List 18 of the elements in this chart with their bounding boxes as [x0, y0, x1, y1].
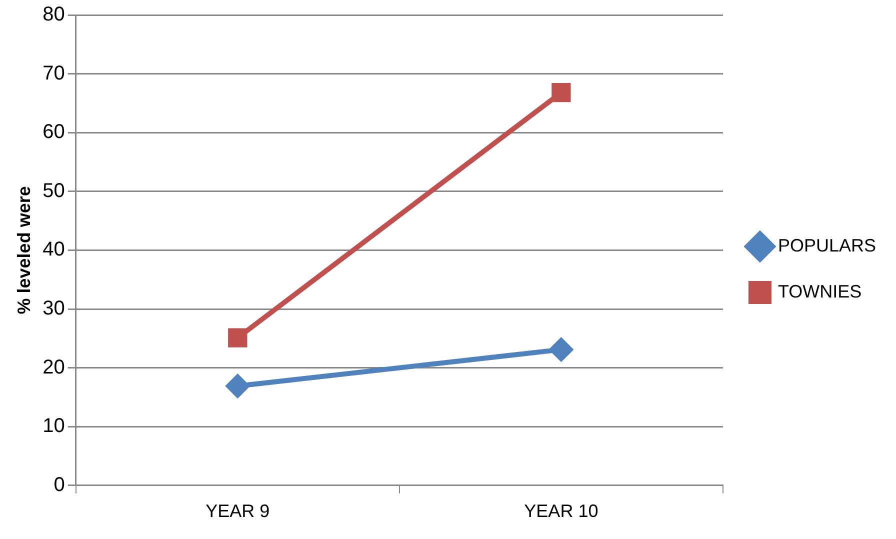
y-tick-label: 50	[42, 180, 65, 202]
y-tick-label: 20	[42, 356, 65, 378]
legend-label: TOWNIES	[778, 281, 862, 302]
x-tick-label: YEAR 10	[524, 501, 598, 522]
point	[226, 374, 250, 398]
point	[552, 83, 571, 102]
legend-label: POPULARS	[778, 235, 876, 256]
x-tick-label: YEAR 9	[206, 501, 270, 522]
y-tick-label: 60	[42, 121, 65, 144]
y-tick-label: 10	[42, 415, 65, 438]
y-tick-label: 40	[42, 238, 65, 261]
y-tick-label: 80	[42, 4, 65, 26]
y-tick-label: 70	[42, 62, 65, 84]
point	[550, 338, 573, 362]
y-axis-title: % leveled were	[14, 186, 34, 314]
y-tick-label: 0	[54, 474, 65, 496]
point	[228, 328, 248, 348]
y-tick-label: 30	[42, 298, 65, 320]
